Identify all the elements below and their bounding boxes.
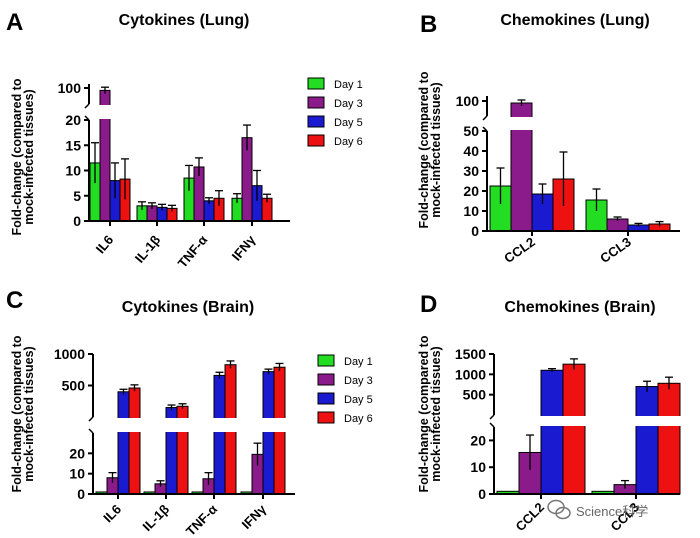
axis-break-gap bbox=[90, 105, 292, 119]
legend-label: Day 6 bbox=[334, 136, 363, 148]
legend-label: Day 1 bbox=[334, 79, 363, 91]
axis-break-gap bbox=[94, 418, 297, 432]
legend-swatch bbox=[317, 373, 335, 386]
y-tick-label: 1500 bbox=[455, 346, 486, 362]
y-axis-label: mock-infected tissues) bbox=[22, 89, 36, 224]
x-tick-label: IL6 bbox=[93, 232, 117, 256]
y-tick-label: 20 bbox=[65, 112, 81, 128]
y-axis-label: Fold-change (compared to bbox=[10, 78, 24, 235]
y-tick-label: 40 bbox=[463, 143, 479, 159]
legend-swatch bbox=[307, 115, 325, 128]
y-tick-label: 500 bbox=[463, 387, 487, 403]
y-tick-label: 0 bbox=[77, 486, 85, 502]
legend-swatch bbox=[307, 96, 325, 109]
bar bbox=[540, 369, 564, 495]
axis-break-mark bbox=[88, 428, 94, 434]
y-tick-label: 10 bbox=[65, 163, 81, 179]
y-axis-label: Fold-change (compared to bbox=[10, 335, 24, 492]
y-tick-label: 1000 bbox=[455, 366, 486, 382]
axis-break-mark bbox=[489, 414, 495, 420]
y-tick-label: 0 bbox=[471, 223, 479, 239]
y-tick-label: 50 bbox=[463, 123, 479, 139]
watermark: Science科学 bbox=[546, 497, 686, 523]
y-tick-label: 10 bbox=[69, 466, 85, 482]
y-axis-label: Fold-change (compared to bbox=[417, 335, 431, 492]
panel-letter: B bbox=[420, 11, 437, 38]
chart-title: Cytokines (Brain) bbox=[122, 299, 254, 316]
legend-swatch bbox=[307, 134, 325, 147]
y-tick-label: 15 bbox=[65, 137, 81, 153]
bar bbox=[657, 382, 681, 495]
legend-label: Day 3 bbox=[344, 375, 373, 387]
wechat-icon bbox=[547, 499, 571, 520]
y-tick-label: 1000 bbox=[54, 346, 85, 362]
legend-swatch bbox=[317, 392, 335, 405]
y-tick-label: 500 bbox=[62, 378, 86, 394]
bar bbox=[635, 386, 659, 495]
x-tick-label: IL6 bbox=[100, 502, 124, 526]
y-tick-label: 30 bbox=[463, 163, 479, 179]
axis-break-mark bbox=[482, 115, 488, 121]
bar bbox=[562, 363, 586, 495]
bar bbox=[117, 391, 130, 495]
y-tick-label: 100 bbox=[58, 80, 82, 96]
x-tick-label: CCL3 bbox=[597, 234, 633, 266]
chart-panel-b: B Chemokines (Lung) Fold-change (compared … bbox=[417, 11, 682, 266]
y-tick-label: 10 bbox=[470, 459, 486, 475]
panel-letter: A bbox=[6, 9, 23, 36]
axis-break-mark bbox=[84, 103, 90, 109]
x-tick-label: CCL2 bbox=[513, 500, 548, 535]
axis-break-gap bbox=[488, 117, 682, 130]
axis-break-mark bbox=[88, 416, 94, 422]
chart-panel-a: A Cytokines (Lung) Fold-change (compared t… bbox=[6, 9, 363, 271]
bar bbox=[128, 387, 141, 495]
legend-label: Day 5 bbox=[344, 394, 373, 406]
y-tick-label: 20 bbox=[69, 445, 85, 461]
legend-label: Day 1 bbox=[344, 356, 373, 368]
axis-break-mark bbox=[84, 115, 90, 121]
legend-swatch bbox=[307, 77, 325, 90]
legend-label: Day 5 bbox=[334, 117, 363, 129]
chart-title: Cytokines (Lung) bbox=[119, 12, 250, 29]
chart-panel-c: C Cytokines (Brain) Fold-change (compared … bbox=[6, 287, 373, 538]
panel-letter: D bbox=[420, 291, 437, 318]
chart-title: Chemokines (Brain) bbox=[504, 299, 655, 316]
x-tick-label: TNF-α bbox=[183, 502, 220, 538]
y-axis-label: mock-infected tissues) bbox=[429, 346, 443, 481]
y-tick-label: 10 bbox=[463, 203, 479, 219]
y-tick-label: 0 bbox=[73, 213, 81, 229]
x-tick-label: IFNγ bbox=[239, 501, 270, 532]
chart-title: Chemokines (Lung) bbox=[500, 12, 649, 29]
legend-swatch bbox=[317, 411, 335, 424]
legend: Day 1 Day 3 Day 5 Day 6 bbox=[317, 354, 373, 425]
x-tick-label: IL-1β bbox=[140, 501, 173, 534]
y-tick-label: 0 bbox=[478, 486, 486, 502]
y-axis-label: mock-infected tissues) bbox=[429, 82, 443, 217]
bar bbox=[262, 371, 275, 495]
x-tick-label: CCL2 bbox=[501, 234, 537, 266]
y-tick-label: 100 bbox=[456, 93, 480, 109]
y-tick-label: 20 bbox=[463, 183, 479, 199]
panel-letter: C bbox=[6, 287, 23, 314]
y-tick-label: 5 bbox=[73, 188, 81, 204]
axis-break-mark bbox=[482, 126, 488, 132]
bar bbox=[213, 374, 226, 495]
legend-label: Day 3 bbox=[334, 98, 363, 110]
y-tick-label: 20 bbox=[470, 432, 486, 448]
y-axis-label: mock-infected tissues) bbox=[22, 346, 36, 481]
axis-break-gap bbox=[495, 416, 682, 426]
legend-swatch bbox=[317, 354, 335, 367]
x-tick-label: TNF-α bbox=[175, 232, 211, 270]
x-tick-label: IFNγ bbox=[229, 232, 259, 264]
watermark-text: Science科学 bbox=[576, 504, 648, 519]
legend-label: Day 6 bbox=[344, 413, 373, 425]
y-axis-label: Fold-change (compared to bbox=[417, 71, 431, 228]
x-tick-label: IL-1β bbox=[132, 232, 163, 265]
axis-break-mark bbox=[489, 422, 495, 428]
legend: Day 1 Day 3 Day 5 Day 6 bbox=[307, 77, 363, 148]
